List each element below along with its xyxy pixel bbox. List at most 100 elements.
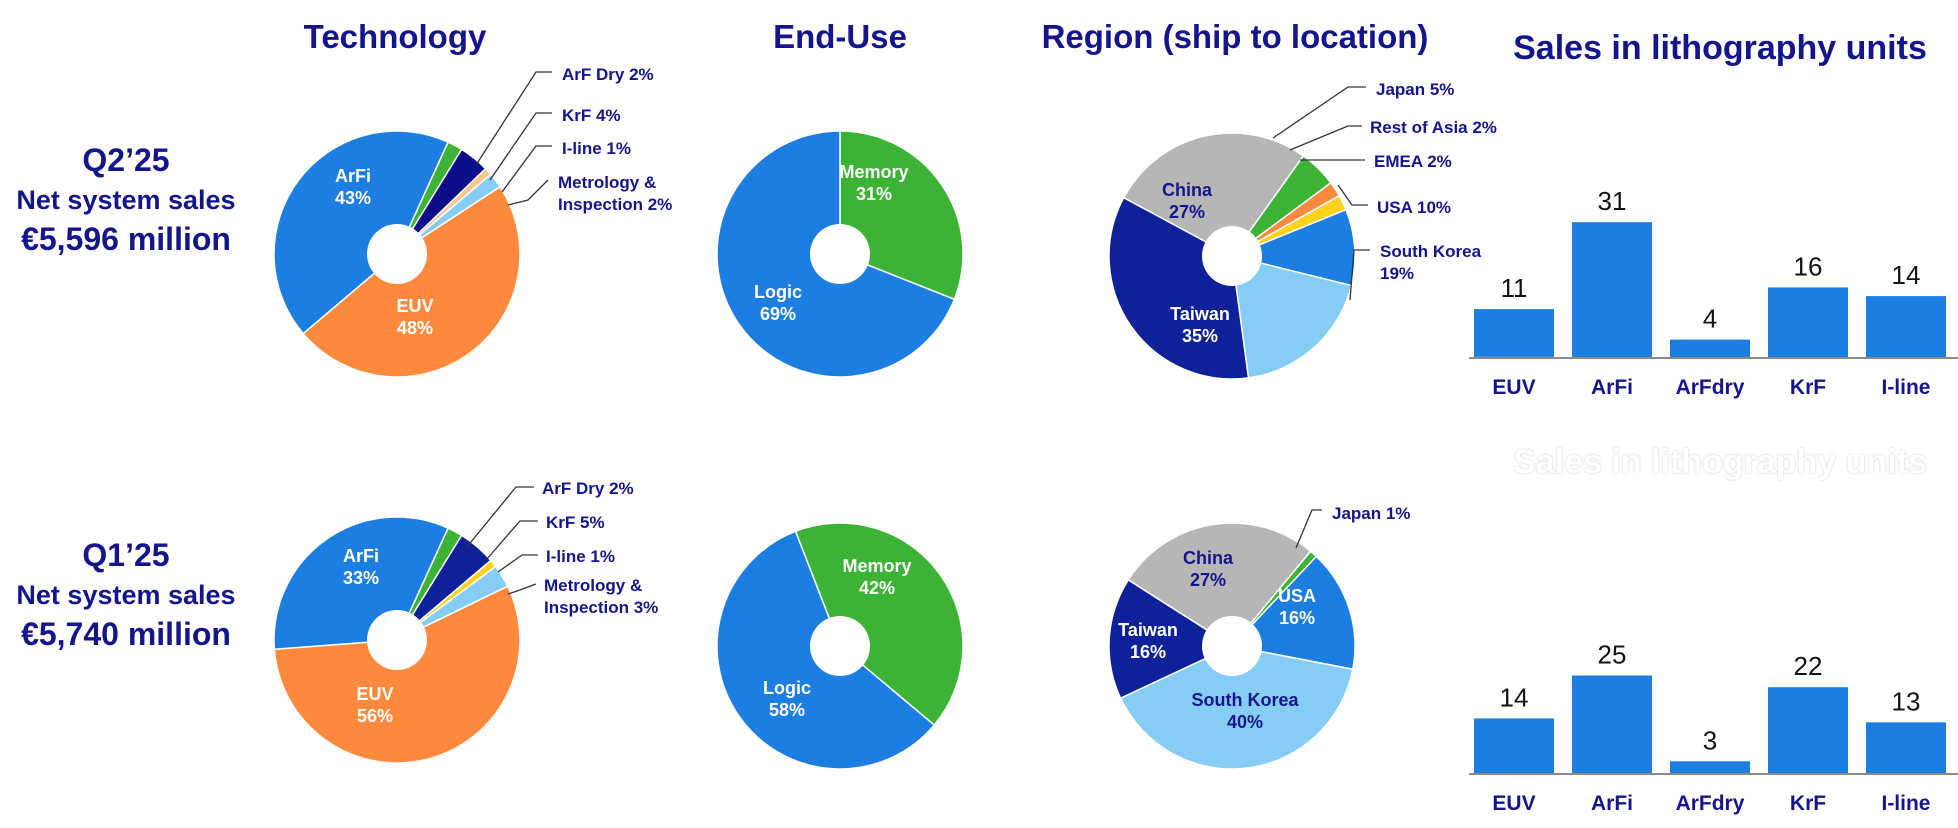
q1-amount: €5,740 million	[21, 616, 231, 652]
tech-q1-callout: Metrology & Inspection 3%	[544, 576, 658, 617]
lith-q2-bar-arfdry	[1670, 339, 1750, 357]
tech-q1-donut-hole	[367, 610, 427, 670]
q1-subtitle: Net system sales	[16, 580, 236, 610]
tech-q1-leader-line	[507, 583, 537, 595]
region-q1-slice-taiwan	[1108, 578, 1234, 700]
lith-q1-category-label: I-line	[1881, 792, 1930, 815]
region-q2-callout: Japan 5%	[1376, 80, 1454, 99]
tech-q2-label: EUV 48%	[396, 296, 433, 338]
lith-q1-bar-arfdry	[1670, 761, 1750, 773]
tech-q1-leader-line	[497, 554, 538, 573]
tech-q2-callout: ArF Dry 2%	[562, 65, 654, 84]
tech-q1-callout: ArF Dry 2%	[542, 479, 634, 498]
lithography-title-faded: Sales in lithography units	[1513, 443, 1927, 481]
tech-q1-label: EUV 56%	[356, 684, 393, 726]
lith-q2-bar-euv	[1474, 309, 1554, 357]
region-q1-slice-china	[1127, 522, 1312, 647]
tech-q2-leader-line	[501, 145, 552, 193]
lith-q1-bar-i-line	[1866, 722, 1946, 773]
lith-q2-category-label: ArFi	[1591, 376, 1633, 399]
tech-q2-label: ArFi 43%	[335, 166, 371, 208]
region-q2-slice-china	[1122, 132, 1305, 257]
region-q2-callout: EMEA 2%	[1374, 152, 1452, 171]
tech-q1-callout: KrF 5%	[546, 513, 605, 532]
enduse-q1-label: Logic 58%	[763, 678, 811, 720]
lith-q2-value-label: 16	[1794, 251, 1823, 281]
region-q1-donut-hole	[1202, 616, 1262, 676]
tech-q2-callout: KrF 4%	[562, 106, 621, 125]
enduse-q2-label: Memory 31%	[839, 162, 908, 204]
lith-q1-value-label: 25	[1598, 640, 1627, 670]
region-q2-leader-line	[1349, 249, 1370, 301]
region-q2-leader-line	[1272, 86, 1366, 139]
lithography-title: Sales in lithography units	[1513, 29, 1927, 67]
lith-q1-value-label: 13	[1892, 686, 1921, 716]
region-q2-slice-taiwan	[1108, 196, 1250, 380]
lith-q2-category-label: EUV	[1492, 376, 1535, 399]
q1-quarter: Q1’25	[82, 537, 170, 573]
region-q2-callout: South Korea 19%	[1380, 242, 1482, 283]
lith-q2-bar-arfi	[1572, 222, 1652, 357]
region-q2-label: China 27%	[1162, 180, 1213, 222]
lith-q1-value-label: 14	[1500, 682, 1529, 712]
region-q2-leader-line	[1337, 184, 1368, 206]
tech-q2-pie: EUV 48% ArFi 43% ArF Dry 2% KrF 4% I-line 1% Me…	[273, 65, 672, 378]
region-q1-label: USA 16%	[1278, 586, 1316, 628]
lith-q1-bar-chart: 14 EUV 25 ArFi 3 ArFdry 22 KrF 13 I-line	[1469, 640, 1958, 815]
tech-q1-slice-euv	[273, 585, 521, 764]
tech-q1-leader-line	[465, 486, 534, 549]
region-q1-pie: China 27% USA 16% South Korea 40% Taiwan 16% Jap…	[1108, 504, 1410, 770]
q2-quarter: Q2’25	[82, 142, 170, 178]
region-q2-leader-line	[1289, 125, 1362, 151]
enduse-q1-slice-memory	[794, 522, 964, 727]
tech-q1-leader-line	[485, 520, 538, 561]
lith-q1-bar-arfi	[1572, 675, 1652, 773]
enduse-q1-label: Memory 42%	[842, 556, 911, 598]
technology-title: Technology	[303, 18, 487, 55]
lith-q1-value-label: 3	[1703, 725, 1717, 755]
tech-q2-leader-line	[507, 179, 549, 206]
region-title: Region (ship to location)	[1041, 18, 1429, 55]
region-q1-callout: Japan 1%	[1332, 504, 1410, 523]
region-q2-callout: USA 10%	[1377, 198, 1451, 217]
enduse-q2-slice-memory	[839, 130, 964, 301]
enduse-q2-pie: Memory 31% Logic 69%	[716, 130, 964, 378]
lith-q2-bar-chart: 11 EUV 31 ArFi 4 ArFdry 16 KrF 14 I-line	[1469, 186, 1958, 399]
q2-subtitle: Net system sales	[16, 185, 236, 215]
region-q1-label: Taiwan 16%	[1118, 620, 1178, 662]
tech-q1-pie: EUV 56% ArFi 33% ArF Dry 2% KrF 5% I-line 1% Me…	[273, 479, 658, 764]
lith-q2-value-label: 14	[1892, 260, 1921, 290]
region-q1-slice-south-korea	[1119, 645, 1354, 770]
region-q2-label: Taiwan 35%	[1170, 304, 1230, 346]
lith-q2-category-label: I-line	[1881, 376, 1930, 399]
tech-q2-donut-hole	[367, 224, 427, 284]
region-q1-slice-usa	[1230, 555, 1356, 671]
tech-q2-callout: Metrology & Inspection 2%	[558, 173, 672, 214]
lith-q1-category-label: ArFi	[1591, 792, 1633, 815]
lith-q1-bar-euv	[1474, 718, 1554, 773]
end-use-title: End-Use	[773, 18, 907, 55]
lith-q1-category-label: KrF	[1790, 792, 1826, 815]
q2-row-label: Q2’25 Net system sales €5,596 million	[0, 140, 256, 258]
lith-q2-value-label: 31	[1598, 186, 1627, 216]
tech-q2-slice-euv	[302, 185, 521, 378]
enduse-q1-pie: Memory 42% Logic 58%	[716, 522, 964, 770]
region-q1-label: South Korea 40%	[1191, 690, 1299, 732]
tech-q1-label: ArFi 33%	[343, 546, 379, 588]
region-q2-callout: Rest of Asia 2%	[1370, 118, 1497, 137]
tech-q1-callout: I-line 1%	[546, 547, 615, 566]
lith-q2-value-label: 11	[1501, 273, 1528, 303]
lith-q1-category-label: EUV	[1492, 792, 1535, 815]
enduse-q2-label: Logic 69%	[754, 282, 802, 324]
lith-q2-category-label: KrF	[1790, 376, 1826, 399]
lith-q1-bar-krf	[1768, 687, 1848, 773]
enduse-q2-donut-hole	[810, 224, 870, 284]
q1-row-label: Q1’25 Net system sales €5,740 million	[0, 535, 256, 653]
q2-amount: €5,596 million	[21, 221, 231, 257]
tech-q2-slice-arfi	[273, 130, 450, 335]
region-q2-donut-hole	[1202, 226, 1262, 286]
tech-q2-callout: I-line 1%	[562, 139, 631, 158]
region-q2-pie: China 27% Taiwan 35% Japan 5% Rest of Asia 2%…	[1108, 80, 1497, 380]
